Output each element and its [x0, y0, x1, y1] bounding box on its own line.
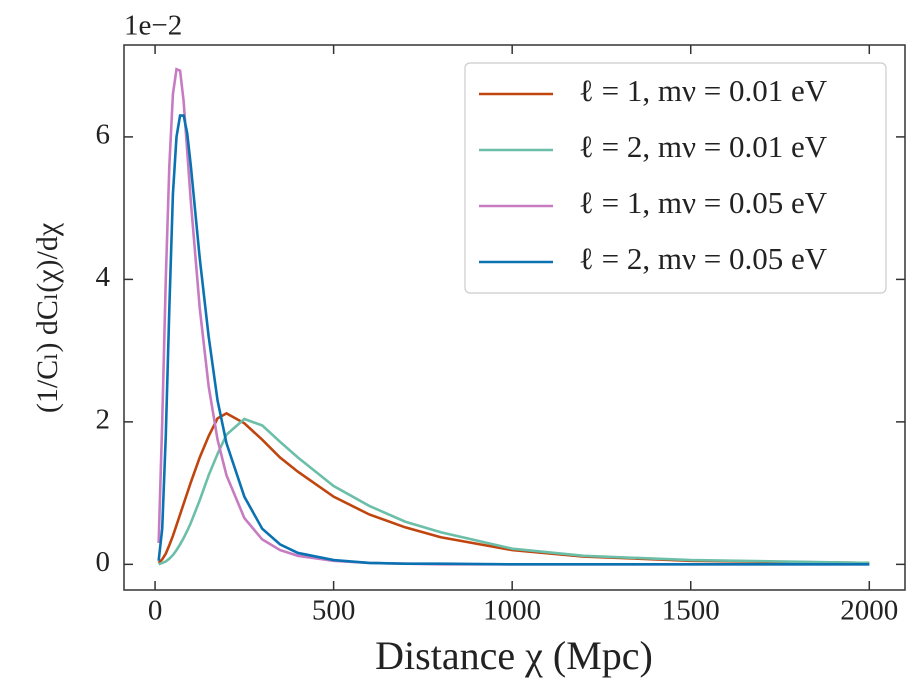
- legend-box: [464, 62, 887, 294]
- y-tick-label: 0: [96, 546, 111, 578]
- x-axis-label: Distance χ (Mpc): [375, 633, 653, 678]
- x-tick-label: 500: [312, 595, 356, 627]
- legend-text: ℓ = 2, mν = 0.05 eV: [579, 241, 828, 276]
- legend-text: ℓ = 2, mν = 0.01 eV: [579, 129, 828, 164]
- legend-text: ℓ = 1, mν = 0.01 eV: [579, 73, 828, 108]
- legend: ℓ = 1, mν = 0.01 eV ℓ = 2, mν = 0.01 eV ℓ …: [464, 62, 887, 294]
- x-tick-label: 2000: [840, 595, 898, 627]
- y-tick-label: 6: [96, 119, 111, 151]
- legend-text: ℓ = 1, mν = 0.05 eV: [579, 185, 828, 220]
- x-tick-label: 0: [148, 595, 163, 627]
- series-line: [158, 417, 870, 566]
- y-tick-label: 4: [96, 261, 111, 293]
- series-line: [157, 114, 870, 566]
- y-axis-label: (1/Cₗ) dCₗ(χ)/dχ: [31, 222, 64, 413]
- x-tick-label: 1000: [483, 595, 541, 627]
- x-tick-label: 1500: [662, 595, 720, 627]
- y-tick-label: 2: [96, 404, 111, 436]
- y-offset-label: 1e−2: [124, 10, 182, 42]
- plot-frame: [123, 44, 906, 591]
